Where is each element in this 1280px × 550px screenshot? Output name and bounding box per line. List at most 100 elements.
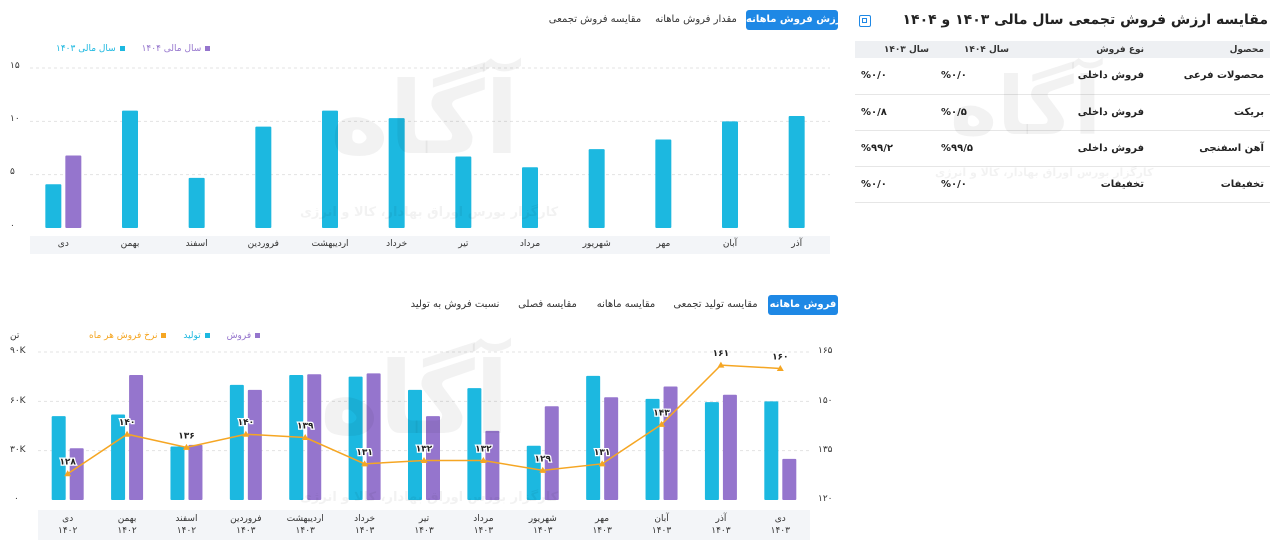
table-row: بریکت فروش داخلی %۰/۵ %۰/۸ [855, 94, 1270, 131]
bottom-chart-legend: فروش تولید نرخ فروش هر ماه [75, 331, 261, 341]
x-axis-band [30, 236, 830, 254]
bar-sales [188, 444, 203, 500]
tab-monthly-sales[interactable]: فروش ماهانه [768, 295, 838, 315]
legend-item-1404[interactable]: سال مالی ۱۴۰۴ [142, 44, 211, 54]
rate-data-label: ۱۶۱ [713, 349, 729, 359]
product-cell: آهن اسفنجی [1150, 130, 1270, 167]
y-tick-label: ۳۰K [10, 445, 26, 455]
x-tick-year: ۱۴۰۳ [592, 526, 612, 536]
legend-item-production[interactable]: تولید [183, 331, 210, 341]
rate-data-label: ۱۳۱ [594, 448, 610, 458]
x-tick-year: ۱۴۰۳ [651, 526, 672, 536]
x-tick-month: بهمن [117, 514, 137, 524]
x-tick-month: مرداد [473, 514, 494, 524]
bar-1403 [655, 139, 672, 228]
value-1403-cell: %۰/۰ [855, 166, 935, 203]
x-tick-label: اردیبهشت ۱۴۰۳ [275, 513, 335, 537]
y-axis-unit-label: تن [10, 331, 20, 341]
x-tick-label: تیر [458, 239, 469, 249]
bar-sales [426, 416, 440, 500]
monthly-sales-production-chart: ۱۲۸ ۱۴۰ ۱۳۶ ۱۴۰ ۱۳۹ ۱۳۱ ۱۳۲ ۱۳۲ ۱۲۹ ۱۳۱ ۱۴۳ ۱۶۱ ۱۶۰ [38, 348, 810, 540]
bar-production [170, 446, 185, 500]
top-chart-legend: سال مالی ۱۴۰۴ سال مالی ۱۴۰۳ [42, 44, 211, 54]
x-tick-month: تیر [418, 514, 430, 524]
tab-seasonal-comparison[interactable]: مقایسه فصلی [518, 299, 577, 310]
bar-1403 [455, 156, 472, 228]
x-tick-year: ۱۴۰۳ [354, 526, 375, 536]
bar-production [586, 375, 601, 500]
bar-sales [129, 375, 144, 500]
bar-production [229, 384, 244, 500]
legend-item-rate[interactable]: نرخ فروش هر ماه [89, 331, 167, 341]
rate-data-label: ۱۳۲ [475, 445, 492, 455]
bar-production [467, 388, 482, 500]
rate-point [479, 457, 487, 464]
rate-data-label: ۱۳۶ [178, 431, 194, 441]
x-tick-month: اسفند [175, 514, 198, 524]
rate-data-label: ۱۴۰ [238, 418, 254, 428]
tab-sales-to-production-ratio[interactable]: نسبت فروش به تولید [410, 299, 500, 310]
rate-point [658, 420, 666, 427]
bar-production [526, 445, 541, 500]
sale-type-cell: فروش داخلی [1015, 130, 1150, 167]
bar-production [645, 398, 660, 500]
bar-sales [69, 448, 84, 500]
y-tick-label: ۱۳۵ [818, 445, 833, 455]
rate-point [361, 460, 369, 467]
legend-item-1403[interactable]: سال مالی ۱۴۰۳ [56, 44, 125, 54]
tab-cumulative-production[interactable]: مقایسه تولید تجمعی [673, 299, 758, 310]
y-tick-label: ۱۰ [10, 114, 20, 124]
x-tick-label: تیر ۱۴۰۳ [394, 513, 454, 537]
legend-item-sales[interactable]: فروش [227, 331, 261, 341]
x-tick-label: شهریور [582, 239, 611, 249]
x-tick-month: آذر [715, 514, 727, 524]
x-tick-year: ۱۴۰۳ [295, 526, 315, 536]
x-tick-year: ۱۴۰۳ [414, 526, 434, 536]
rate-data-label: ۱۲۸ [59, 458, 76, 468]
value-1404-cell: %۰/۵ [935, 94, 1015, 131]
value-1404-cell: %۹۹/۵ [935, 130, 1015, 167]
x-tick-label: مهر [656, 239, 671, 249]
bar-sales [485, 430, 500, 500]
y-tick-label: ۱۵۰ [818, 396, 833, 406]
x-tick-month: دی [774, 514, 786, 524]
x-tick-label: فروردین ۱۴۰۳ [216, 513, 276, 537]
table-row: آهن اسفنجی فروش داخلی %۹۹/۵ %۹۹/۲ [855, 130, 1270, 167]
rate-data-label: ۱۴۳ [653, 408, 670, 418]
tab-monthly-sales-value[interactable]: ارزش فروش ماهانه [746, 10, 845, 30]
tab-monthly-comparison[interactable]: مقایسه ماهانه [596, 299, 656, 310]
sale-type-cell: فروش داخلی [1015, 58, 1150, 95]
x-tick-month: فروردین [230, 514, 262, 524]
column-header: نوع فروش [1015, 41, 1150, 58]
table-header-row: محصول نوع فروش سال ۱۴۰۴ سال ۱۴۰۳ [855, 41, 1270, 58]
copy-icon[interactable] [859, 15, 871, 27]
sale-type-cell: تخفیفات [1015, 166, 1150, 203]
x-tick-label: آبان [722, 239, 738, 249]
sale-type-cell: فروش داخلی [1015, 94, 1150, 131]
y-tick-label: ۱۲۰ [818, 494, 833, 504]
rate-point [539, 466, 547, 473]
rate-point [776, 364, 784, 371]
value-1403-cell: %۰/۰ [855, 58, 935, 95]
tab-cumulative-sales-comparison[interactable]: مقایسه فروش تجمعی [548, 14, 642, 25]
column-header: سال ۱۴۰۳ [855, 41, 935, 58]
y-tick-label: ۰ [10, 221, 15, 231]
tab-monthly-sales-quantity[interactable]: مقدار فروش ماهانه [655, 14, 737, 25]
x-tick-year: ۱۴۰۲ [58, 526, 78, 536]
table-row: محصولات فرعی فروش داخلی %۰/۰ %۰/۰ [855, 58, 1270, 95]
y-tick-label: ۵ [10, 167, 15, 177]
bar-sales [722, 394, 737, 500]
value-1403-cell: %۹۹/۲ [855, 130, 935, 167]
value-1403-cell: %۰/۸ [855, 94, 935, 131]
bar-1403 [122, 110, 138, 228]
rate-data-label: ۱۴۰ [119, 418, 135, 428]
x-tick-year: ۱۴۰۳ [770, 526, 790, 536]
bar-1403 [45, 184, 62, 228]
x-tick-label: اسفند ۱۴۰۲ [156, 513, 216, 537]
bar-production [704, 402, 719, 500]
rate-data-label: ۱۳۱ [356, 448, 372, 458]
rate-point [301, 434, 309, 441]
x-tick-month: شهریور [528, 514, 557, 524]
bar-sales [247, 389, 262, 500]
x-tick-label: مهر ۱۴۰۳ [572, 513, 632, 537]
